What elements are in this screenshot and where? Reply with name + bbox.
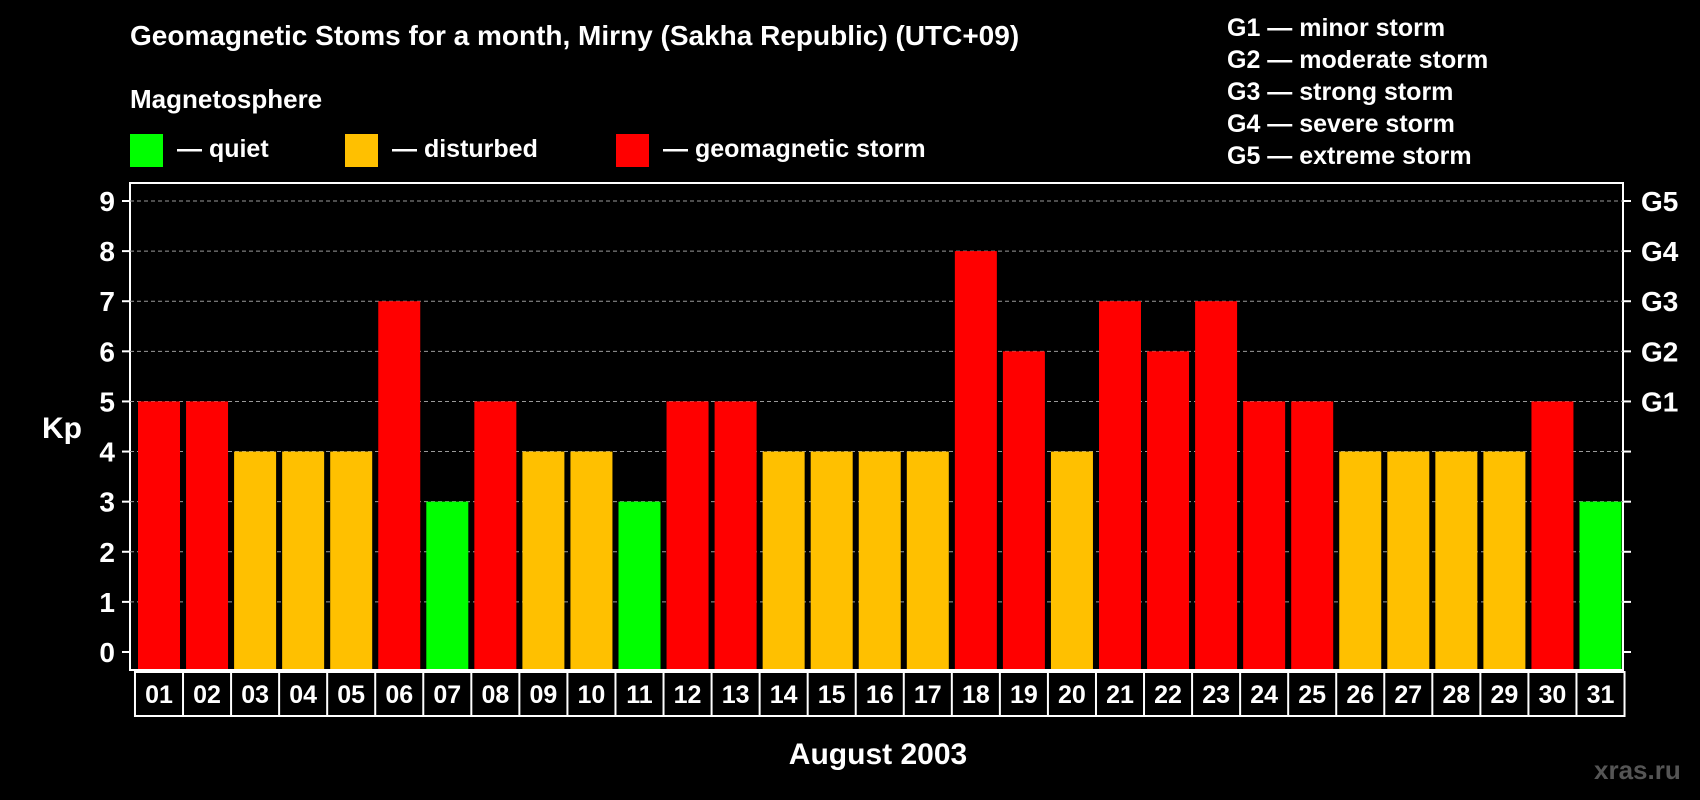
x-tick-label: 19 <box>1010 681 1038 709</box>
watermark: xras.ru <box>1594 755 1681 785</box>
x-tick-label: 06 <box>385 681 413 709</box>
bar <box>666 401 709 669</box>
storm-scale-g3: G3 — strong storm <box>1227 78 1454 106</box>
legend-swatch-quiet <box>130 134 163 167</box>
bar <box>858 451 901 669</box>
y-tick-label: 1 <box>99 587 115 618</box>
right-axis-label: G5 <box>1641 186 1678 217</box>
legend-title: Magnetosphere <box>130 84 323 114</box>
bar <box>714 401 757 669</box>
bar <box>1291 401 1334 669</box>
right-axis-label: G2 <box>1641 336 1678 367</box>
storm-scale-g4: G4 — severe storm <box>1227 110 1455 138</box>
storm-scale-g5: G5 — extreme storm <box>1227 142 1472 170</box>
legend-swatch-storm <box>616 134 649 167</box>
bar <box>1339 451 1382 669</box>
x-tick-label: 13 <box>722 681 750 709</box>
bar <box>810 451 853 669</box>
storm-scale-g2: G2 — moderate storm <box>1227 46 1489 74</box>
x-tick-label: 23 <box>1202 681 1230 709</box>
y-tick-label: 4 <box>99 437 115 468</box>
x-tick-label: 01 <box>145 681 173 709</box>
x-tick-label: 15 <box>818 681 846 709</box>
x-tick-label: 09 <box>529 681 557 709</box>
storm-scale-legend: G1 — minor storm G2 — moderate storm G3 … <box>1227 12 1488 172</box>
x-tick-label: 11 <box>626 681 653 709</box>
bar <box>1243 401 1286 669</box>
bar <box>426 501 469 669</box>
bar <box>1579 501 1622 669</box>
x-tick-label: 17 <box>914 681 942 709</box>
x-tick-label: 24 <box>1250 681 1278 709</box>
x-tick-label: 04 <box>289 681 317 709</box>
x-tick-label: 29 <box>1490 681 1518 709</box>
bar <box>1435 451 1478 669</box>
legend-swatch-disturbed <box>345 134 378 167</box>
bar <box>234 451 277 669</box>
y-tick-label: 3 <box>99 487 115 518</box>
x-tick-label: 08 <box>481 681 509 709</box>
bar <box>1387 451 1430 669</box>
y-tick-label: 0 <box>99 637 115 668</box>
bar <box>138 401 180 669</box>
chart-title: Geomagnetic Stoms for a month, Mirny (Sa… <box>130 20 1020 51</box>
y-tick-label: 8 <box>99 236 115 267</box>
x-tick-label: 31 <box>1587 681 1615 709</box>
x-axis-label: August 2003 <box>789 738 967 771</box>
x-tick-label: 30 <box>1539 681 1567 709</box>
bar <box>186 401 229 669</box>
bar <box>1531 401 1574 669</box>
y-tick-label: 7 <box>99 286 115 317</box>
x-tick-label: 05 <box>337 681 365 709</box>
x-label-box <box>133 671 1626 717</box>
storm-scale-g1: G1 — minor storm <box>1227 14 1446 42</box>
x-tick-label: 22 <box>1154 681 1182 709</box>
right-axis-label: G3 <box>1641 286 1678 317</box>
legend-label-disturbed: — disturbed <box>392 135 538 163</box>
bar <box>1099 301 1141 669</box>
y-axis-label: Kp <box>42 412 82 445</box>
x-tick-label: 12 <box>674 681 702 709</box>
plot-frame <box>129 182 1624 671</box>
bar <box>330 451 373 669</box>
bar <box>906 451 949 669</box>
x-tick-label: 20 <box>1058 681 1086 709</box>
bar <box>1002 351 1045 669</box>
x-tick-label: 25 <box>1298 681 1326 709</box>
right-axis-label: G1 <box>1641 386 1678 417</box>
x-tick-label: 21 <box>1106 681 1134 709</box>
bar <box>378 301 421 669</box>
x-tick-label: 28 <box>1442 681 1470 709</box>
bar <box>1147 351 1190 669</box>
bar <box>762 451 805 669</box>
bar <box>954 251 997 669</box>
right-axis-label: G4 <box>1641 236 1679 267</box>
x-tick-label: 14 <box>770 681 798 709</box>
bar <box>282 451 325 669</box>
y-tick-label: 5 <box>99 386 115 417</box>
x-tick-label: 10 <box>578 681 606 709</box>
bar <box>1483 451 1526 669</box>
bar <box>474 401 517 669</box>
bar <box>1195 301 1238 669</box>
x-tick-label: 03 <box>241 681 269 709</box>
x-tick-label: 16 <box>866 681 894 709</box>
bar <box>618 501 661 669</box>
legend-label-quiet: — quiet <box>177 135 269 163</box>
x-tick-label: 27 <box>1394 681 1422 709</box>
y-tick-label: 9 <box>99 186 115 217</box>
x-tick-label: 18 <box>962 681 990 709</box>
y-tick-label: 6 <box>99 336 115 367</box>
y-tick-label: 2 <box>99 537 115 568</box>
x-tick-label: 07 <box>433 681 461 709</box>
x-tick-label: 02 <box>193 681 221 709</box>
legend-label-storm: — geomagnetic storm <box>663 135 926 163</box>
bar <box>522 451 565 669</box>
bar <box>570 451 613 669</box>
x-tick-label: 26 <box>1346 681 1374 709</box>
bar <box>1050 451 1093 669</box>
